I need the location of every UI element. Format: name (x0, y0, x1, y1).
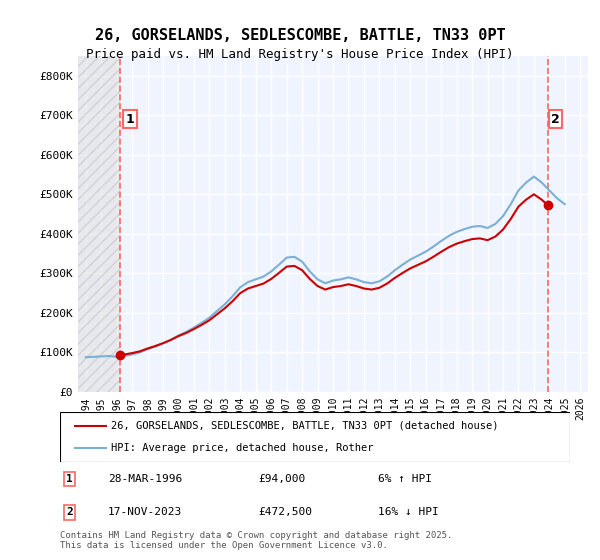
Text: 2: 2 (551, 113, 560, 126)
Text: 26, GORSELANDS, SEDLESCOMBE, BATTLE, TN33 0PT: 26, GORSELANDS, SEDLESCOMBE, BATTLE, TN3… (95, 28, 505, 43)
Text: 17-NOV-2023: 17-NOV-2023 (108, 507, 182, 517)
Text: HPI: Average price, detached house, Rother: HPI: Average price, detached house, Roth… (111, 443, 373, 453)
Bar (78, 56, 121, 392)
Text: £94,000: £94,000 (258, 474, 305, 484)
Text: 26, GORSELANDS, SEDLESCOMBE, BATTLE, TN33 0PT (detached house): 26, GORSELANDS, SEDLESCOMBE, BATTLE, TN3… (111, 421, 499, 431)
Text: 28-MAR-1996: 28-MAR-1996 (108, 474, 182, 484)
Text: Price paid vs. HM Land Registry's House Price Index (HPI): Price paid vs. HM Land Registry's House … (86, 48, 514, 60)
Text: 6% ↑ HPI: 6% ↑ HPI (378, 474, 432, 484)
Text: 16% ↓ HPI: 16% ↓ HPI (378, 507, 439, 517)
Text: 1: 1 (66, 474, 73, 484)
Text: 1: 1 (125, 113, 134, 126)
FancyBboxPatch shape (60, 412, 570, 462)
Text: £472,500: £472,500 (258, 507, 312, 517)
Text: Contains HM Land Registry data © Crown copyright and database right 2025.
This d: Contains HM Land Registry data © Crown c… (60, 530, 452, 550)
Text: 2: 2 (66, 507, 73, 517)
